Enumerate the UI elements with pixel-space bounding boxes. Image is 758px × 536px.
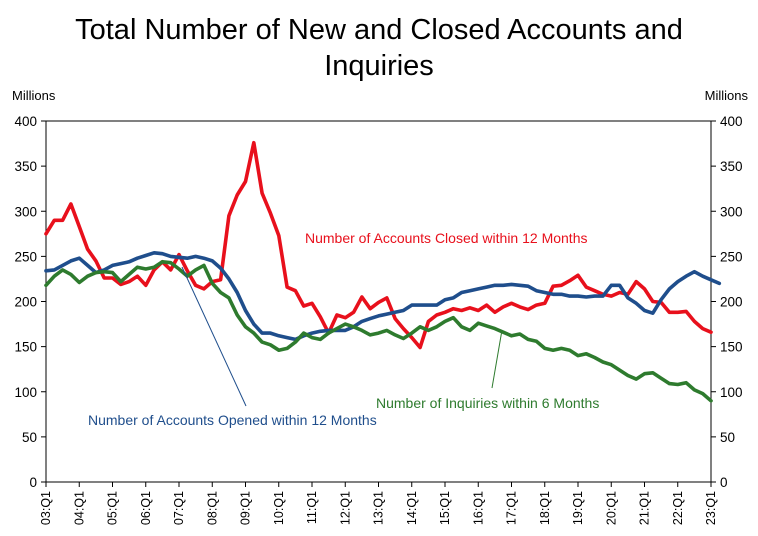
y-tick-label-left: 200 [14,295,37,310]
x-tick-label: 18:Q1 [538,491,552,525]
x-tick-label: 04:Q1 [72,491,86,525]
y-tick-label-right: 150 [720,340,743,355]
y-tick-label-left: 0 [29,475,37,490]
x-tick-label: 19:Q1 [571,491,585,525]
annotation-label: Number of Accounts Opened within 12 Mont… [88,412,377,428]
x-tick-label: 06:Q1 [139,491,153,525]
x-tick-label: 23:Q1 [704,491,718,525]
y-tick-label-left: 400 [14,114,37,129]
x-tick-label: 09:Q1 [239,491,253,525]
x-tick-label: 11:Q1 [305,491,319,524]
x-tick-label: 07:Q1 [172,491,186,525]
annotation-leaders [181,266,503,407]
axes: 0 0 50 50 100 100 150 150 200 200 250 250 300 300 350 3… [14,114,742,525]
y-tick-label-right: 50 [720,430,735,445]
y-tick-label-right: 200 [720,295,743,310]
x-tick-label: 21:Q1 [638,491,652,525]
x-tick-label: 17:Q1 [505,491,519,525]
y-tick-label-right: 400 [720,114,743,129]
annotation-label: Number of Accounts Closed within 12 Mont… [305,230,587,246]
annotation-leader [181,266,247,407]
y-tick-label-left: 100 [14,385,37,400]
x-tick-label: 12:Q1 [338,491,352,525]
x-tick-label: 05:Q1 [106,491,120,525]
x-tick-label: 14:Q1 [405,491,419,525]
y-tick-label-left: 150 [14,340,37,355]
x-tick-label: 10:Q1 [272,491,286,525]
x-tick-label: 03:Q1 [39,491,53,525]
y-tick-label-right: 0 [720,475,728,490]
x-tick-label: 20:Q1 [604,491,618,525]
x-tick-label: 22:Q1 [671,491,685,525]
y-tick-label-left: 350 [14,159,37,174]
y-tick-label-left: 300 [14,204,37,219]
series-line [44,259,713,403]
chart-title-line-2: Inquiries [324,50,434,82]
y-tick-label-right: 350 [720,159,743,174]
x-tick-label: 08:Q1 [205,491,219,525]
series-layer [44,140,722,403]
chart-title-line-1: Total Number of New and Closed Accounts … [75,14,683,46]
x-tick-label: 13:Q1 [372,491,386,525]
y-tick-label-left: 250 [14,249,37,264]
y-axis-unit-left: Millions [12,88,56,103]
series-line [44,251,722,342]
annotation-label: Number of Inquiries within 6 Months [376,395,599,411]
x-tick-label: 15:Q1 [438,491,452,525]
y-tick-label-right: 250 [720,249,743,264]
y-tick-label-right: 300 [720,204,743,219]
annotations: Number of Accounts Closed within 12 Mont… [88,230,599,428]
y-tick-label-left: 50 [22,430,37,445]
annotation-leader [491,329,503,389]
y-tick-label-right: 100 [720,385,743,400]
y-axis-unit-right: Millions [704,88,748,103]
x-tick-label: 16:Q1 [471,491,485,525]
chart-title: Total Number of New and Closed Accounts … [0,12,758,84]
